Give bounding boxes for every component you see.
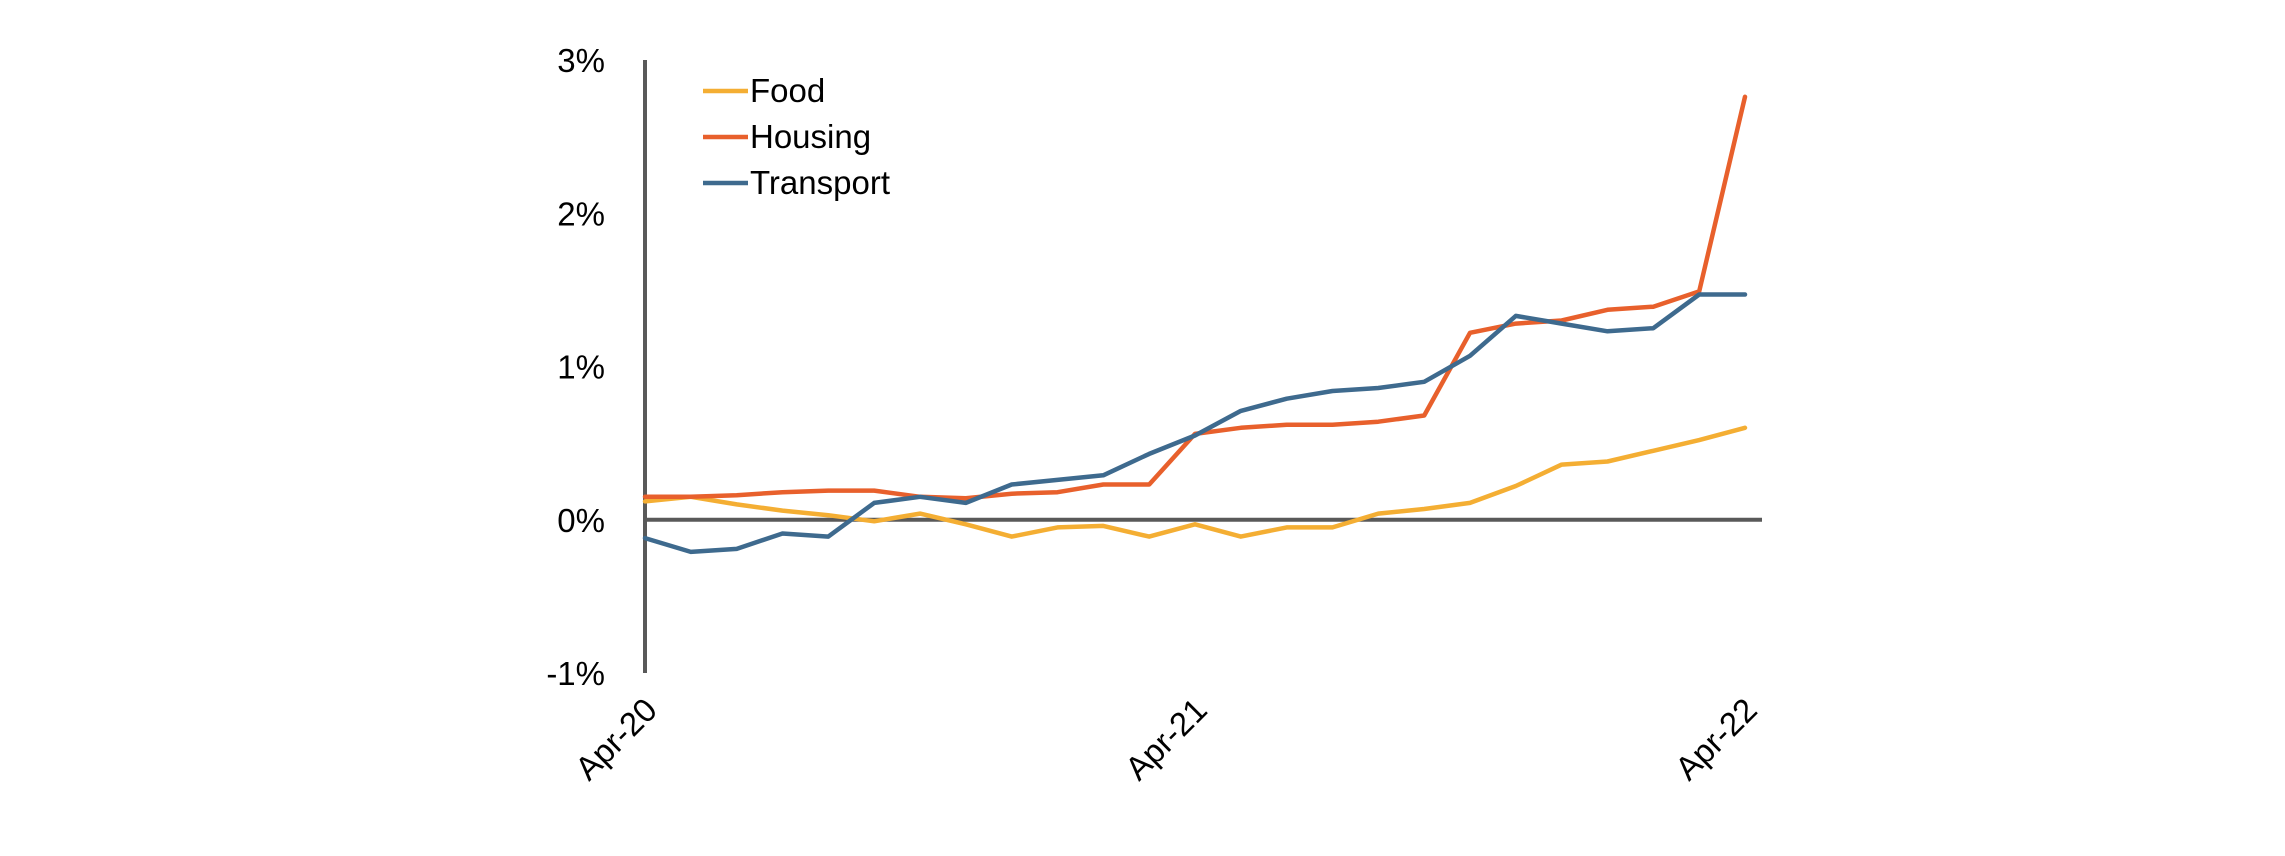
y-tick-label: 0%: [557, 502, 605, 539]
series-line-food: [642, 425, 1748, 539]
x-tick-label: Apr-21: [1118, 691, 1214, 787]
y-tick-label: 2%: [557, 195, 605, 232]
series-line-housing: [642, 94, 1748, 501]
axes: -1% 0% 1% 2% 3% Apr-20 Apr-21 Apr-22: [546, 42, 1764, 787]
legend-label-transport: Transport: [750, 164, 890, 201]
x-tick-label: Apr-22: [1668, 691, 1764, 787]
legend-label-housing: Housing: [750, 118, 871, 155]
y-tick-label: 3%: [557, 42, 605, 79]
plot-area: [642, 94, 1748, 555]
y-tick-label: 1%: [557, 349, 605, 386]
y-tick-label: -1%: [546, 655, 605, 692]
x-tick-label: Apr-20: [568, 691, 664, 787]
series-line-transport: [642, 292, 1748, 555]
legend-label-food: Food: [750, 72, 825, 109]
legend: Food Housing Transport: [703, 72, 890, 201]
